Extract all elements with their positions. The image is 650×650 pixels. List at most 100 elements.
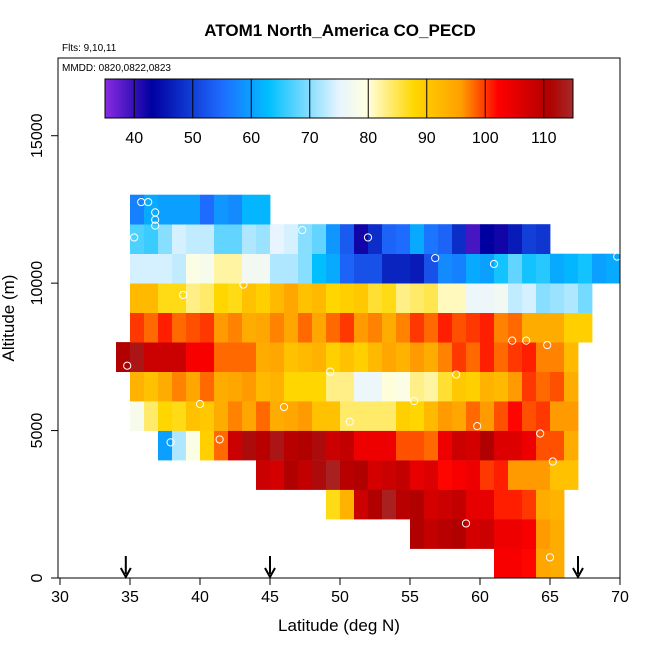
heatmap-cell (256, 312, 271, 328)
heatmap-cell (522, 327, 537, 343)
heatmap-cell (466, 224, 481, 240)
heatmap-cell (158, 342, 173, 358)
heatmap-cell (284, 356, 299, 372)
heatmap-cell (284, 371, 299, 387)
heatmap-cell (172, 430, 187, 446)
plot-frame (57, 57, 621, 579)
heatmap-cell (214, 238, 229, 254)
sample-point (130, 233, 139, 242)
heatmap-cell (466, 371, 481, 387)
sample-point (195, 399, 205, 409)
heatmap-cell (564, 312, 579, 328)
heatmap-cell (480, 430, 495, 446)
heatmap-cell (158, 224, 173, 240)
heatmap-cell (494, 415, 509, 431)
heatmap-cell (298, 342, 313, 358)
heatmap-cell (536, 474, 551, 490)
heatmap-cell (424, 297, 439, 313)
heatmap-cell (326, 327, 341, 343)
heatmap-cell (200, 312, 215, 328)
heatmap-cell (452, 386, 467, 402)
heatmap-cell (368, 415, 383, 431)
heatmap-cell (200, 224, 215, 240)
heatmap-cell (144, 268, 159, 284)
heatmap-cell (130, 238, 145, 254)
heatmap-cell (368, 297, 383, 313)
heatmap-cell (340, 238, 355, 254)
heatmap-cell (368, 224, 383, 240)
heatmap-cell (438, 356, 453, 372)
sample-point (239, 280, 248, 289)
heatmap-cell (326, 238, 341, 254)
arrow-head (119, 567, 132, 580)
heatmap-cell (172, 268, 187, 284)
heatmap-cell (242, 342, 257, 358)
heatmap-cell (298, 401, 313, 417)
heatmap-cell (270, 430, 285, 446)
heatmap-cell (256, 209, 271, 225)
heatmap-cell (200, 356, 215, 372)
heatmap-cell (550, 342, 565, 358)
heatmap-cell (242, 327, 257, 343)
heatmap-cell (578, 312, 593, 328)
heatmap-cell (284, 224, 299, 240)
heatmap-cell (438, 268, 453, 284)
x-axis-label: Latitude (deg N) (278, 616, 400, 635)
heatmap-cell (242, 312, 257, 328)
colorbar-tick-label: 110 (531, 130, 557, 147)
heatmap-cell (130, 386, 145, 402)
heatmap-cell (452, 356, 467, 372)
heatmap-cell (550, 253, 565, 269)
heatmap-cell (396, 312, 411, 328)
heatmap-cell (172, 445, 187, 461)
heatmap-cell (214, 253, 229, 269)
heatmap-cell (340, 474, 355, 490)
heatmap-cell (214, 224, 229, 240)
heatmap-cell (536, 548, 551, 564)
heatmap-cell (480, 371, 495, 387)
heatmap-cell (536, 386, 551, 402)
heatmap-cell (466, 297, 481, 313)
heatmap-cell (326, 430, 341, 446)
heatmap-cell (312, 238, 327, 254)
heatmap-cell (228, 209, 243, 225)
heatmap-cell (312, 371, 327, 387)
heatmap-cell (410, 474, 425, 490)
heatmap-cell (340, 224, 355, 240)
heatmap-cell (200, 238, 215, 254)
heatmap-cell (536, 371, 551, 387)
heatmap-cell (480, 519, 495, 535)
heatmap-cell (522, 253, 537, 269)
heatmap-cell (284, 342, 299, 358)
heatmap-cell (536, 238, 551, 254)
heatmap-cell (382, 504, 397, 520)
heatmap-cell (494, 533, 509, 549)
heatmap-cell (466, 312, 481, 328)
sample-point (452, 370, 461, 379)
colorbar-tick-label: 90 (418, 130, 436, 147)
heatmap-cell (214, 268, 229, 284)
heatmap-cell (214, 430, 229, 446)
heatmap-cell (340, 445, 355, 461)
heatmap-cell (382, 489, 397, 505)
heatmap-cell (508, 386, 523, 402)
heatmap-cell (438, 238, 453, 254)
heatmap-cell (284, 238, 299, 254)
heatmap-cell (186, 430, 201, 446)
heatmap-cell (200, 401, 215, 417)
heatmap-cell (340, 312, 355, 328)
heatmap-cell (410, 297, 425, 313)
heatmap-cell (242, 430, 257, 446)
heatmap-cell (186, 386, 201, 402)
heatmap-cell (550, 386, 565, 402)
heatmap-cell (228, 268, 243, 284)
heatmap-cell (172, 342, 187, 358)
heatmap-cell (424, 489, 439, 505)
heatmap-cell (284, 253, 299, 269)
heatmap-cell (270, 460, 285, 476)
heatmap-cell (494, 386, 509, 402)
heatmap-cell (508, 327, 523, 343)
heatmap-cell (508, 401, 523, 417)
heatmap-cell (172, 297, 187, 313)
heatmap-cell (144, 283, 159, 299)
